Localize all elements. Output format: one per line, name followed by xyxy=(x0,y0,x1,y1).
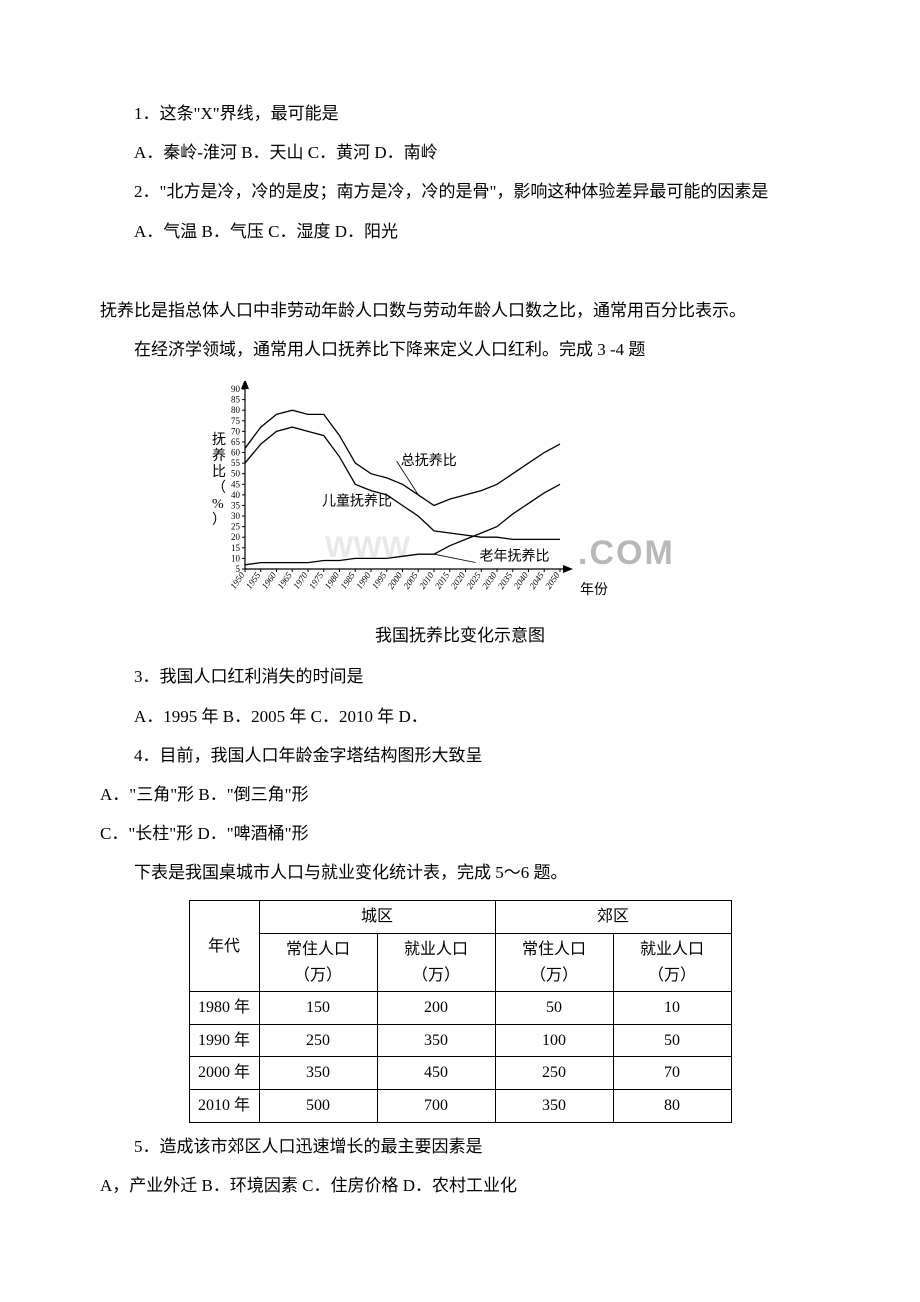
population-table: 年代城区郊区常住人口（万）就业人口（万）常住人口（万）就业人口（万）1980 年… xyxy=(189,900,732,1122)
svg-text:40: 40 xyxy=(231,490,241,500)
svg-text:65: 65 xyxy=(231,437,241,447)
svg-text:1980: 1980 xyxy=(323,570,342,591)
svg-text:10: 10 xyxy=(231,554,241,564)
q5-options: A，产业外迁 B．环境因素 C．住房价格 D．农村工业化 xyxy=(100,1172,820,1199)
svg-text:1955: 1955 xyxy=(244,570,263,591)
q2-options: A．气温 B．气压 C．湿度 D．阳光 xyxy=(100,218,820,245)
svg-text:老年抚养比: 老年抚养比 xyxy=(480,549,550,565)
q3-text: 3．我国人口红利消失的时间是 xyxy=(100,663,820,690)
q1-text: 1．这条"X"界线，最可能是 xyxy=(100,100,820,127)
table-row: 1990 年25035010050 xyxy=(189,1024,731,1057)
q4-options-b: C．"长柱"形 D．"啤酒桶"形 xyxy=(100,820,820,847)
q4-text: 4．目前，我国人口年龄金字塔结构图形大致呈 xyxy=(100,742,820,769)
svg-text:2000: 2000 xyxy=(386,570,405,591)
svg-text:1995: 1995 xyxy=(370,570,389,591)
svg-text:（: （ xyxy=(212,480,226,496)
svg-text:75: 75 xyxy=(231,416,241,426)
passage2: 下表是我国桌城市人口与就业变化统计表，完成 5～6 题。 xyxy=(100,859,820,886)
svg-text:60: 60 xyxy=(231,448,241,458)
chart-svg: 5101520253035404550556065707580859019501… xyxy=(200,381,720,616)
svg-text:.COM: .COM xyxy=(578,534,675,572)
svg-text:80: 80 xyxy=(231,405,241,415)
svg-text:1975: 1975 xyxy=(307,570,326,591)
svg-text:养: 养 xyxy=(212,448,226,464)
svg-text:85: 85 xyxy=(231,395,241,405)
svg-text:年份: 年份 xyxy=(580,582,608,598)
svg-text:2025: 2025 xyxy=(464,570,483,591)
svg-text:2050: 2050 xyxy=(543,570,562,591)
passage1-line1: 抚养比是指总体人口中非劳动年龄人口数与劳动年龄人口数之比，通常用百分比表示。 xyxy=(100,297,820,324)
svg-text:1985: 1985 xyxy=(338,570,357,591)
q2-text: 2．"北方是冷，冷的是皮；南方是冷，冷的是骨"，影响这种体验差异最可能的因素是 xyxy=(100,178,820,205)
svg-text:1950: 1950 xyxy=(228,570,247,591)
svg-text:1970: 1970 xyxy=(291,570,310,591)
svg-text:2030: 2030 xyxy=(480,570,499,591)
q3-options: A．1995 年 B．2005 年 C．2010 年 D． xyxy=(100,703,820,730)
svg-text:2005: 2005 xyxy=(401,570,420,591)
table-row: 2010 年50070035080 xyxy=(189,1090,731,1123)
svg-text:90: 90 xyxy=(231,384,241,394)
svg-text:2015: 2015 xyxy=(433,570,452,591)
svg-text:总抚养比: 总抚养比 xyxy=(401,453,457,469)
dependency-ratio-chart: 5101520253035404550556065707580859019501… xyxy=(100,381,820,649)
svg-text:儿童抚养比: 儿童抚养比 xyxy=(322,493,392,510)
svg-text:2040: 2040 xyxy=(512,570,531,591)
svg-text:45: 45 xyxy=(231,479,241,489)
svg-text:抚: 抚 xyxy=(212,432,226,448)
svg-text:%: % xyxy=(212,497,224,512)
q5-text: 5．造成该市郊区人口迅速增长的最主要因素是 xyxy=(100,1133,820,1160)
svg-text:55: 55 xyxy=(231,458,241,468)
svg-text:2020: 2020 xyxy=(449,570,468,591)
svg-text:25: 25 xyxy=(231,522,241,532)
svg-text:50: 50 xyxy=(231,469,241,479)
svg-text:1990: 1990 xyxy=(354,570,373,591)
svg-text:比: 比 xyxy=(212,464,226,480)
svg-text:2045: 2045 xyxy=(527,570,546,591)
svg-text:1965: 1965 xyxy=(275,570,294,591)
svg-text:35: 35 xyxy=(231,501,241,511)
svg-text:）: ） xyxy=(212,512,226,528)
passage1-line2: 在经济学领域，通常用人口抚养比下降来定义人口红利。完成 3 -4 题 xyxy=(100,336,820,363)
svg-text:15: 15 xyxy=(231,543,241,553)
svg-text:2010: 2010 xyxy=(417,570,436,591)
table-row: 1980 年1502005010 xyxy=(189,992,731,1025)
q1-options: A．秦岭-淮河 B．天山 C．黄河 D．南岭 xyxy=(100,139,820,166)
q4-options-a: A．"三角"形 B．"倒三角"形 xyxy=(100,781,820,808)
svg-text:20: 20 xyxy=(231,532,241,542)
svg-text:30: 30 xyxy=(231,511,241,521)
svg-text:2035: 2035 xyxy=(496,570,515,591)
table-row: 2000 年35045025070 xyxy=(189,1057,731,1090)
svg-text:1960: 1960 xyxy=(260,570,279,591)
chart-caption: 我国抚养比变化示意图 xyxy=(100,622,820,649)
svg-text:70: 70 xyxy=(231,426,241,436)
